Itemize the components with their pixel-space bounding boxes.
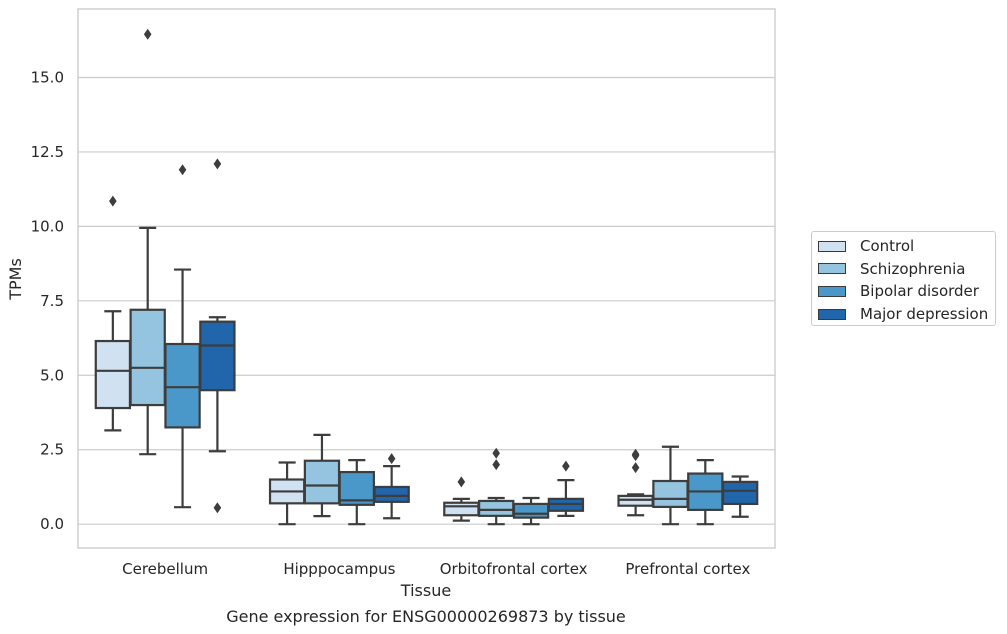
- y-tick-label: 7.5: [40, 292, 64, 310]
- legend-item: Bipolar disorder: [818, 280, 995, 303]
- y-tick-label: 5.0: [40, 366, 64, 384]
- box-iqr: [373, 485, 410, 503]
- outlier-point: [387, 453, 396, 465]
- y-tick-label: 12.5: [31, 143, 64, 161]
- y-tick-label: 10.0: [31, 217, 64, 235]
- box-bipolar-disorder: [338, 459, 375, 526]
- outlier-point: [492, 447, 500, 459]
- box-iqr: [652, 479, 689, 509]
- y-tick-label: 0.0: [40, 515, 64, 533]
- plot-frame: [77, 8, 776, 549]
- box-control: [617, 448, 654, 517]
- box-iqr: [512, 502, 550, 519]
- box-iqr: [94, 339, 132, 410]
- x-tick-label: Orbitofrontal cortex: [440, 560, 588, 578]
- box-series: [94, 28, 759, 526]
- outlier-point: [213, 158, 222, 170]
- legend-swatch: [818, 263, 846, 275]
- outlier-point: [631, 462, 640, 474]
- box-iqr: [164, 342, 201, 429]
- box-major-depression: [373, 453, 410, 520]
- box-major-depression: [547, 460, 585, 517]
- outlier-point: [631, 448, 640, 460]
- y-axis-label: TPMs: [6, 258, 25, 301]
- outlier-point: [109, 195, 117, 207]
- box-iqr: [478, 499, 515, 517]
- box-iqr: [443, 501, 480, 517]
- x-axis-label: Tissue: [400, 581, 451, 600]
- box-schizophrenia: [303, 433, 341, 518]
- legend-label: Control: [860, 237, 915, 256]
- legend-item: Schizophrenia: [818, 258, 995, 281]
- box-iqr: [721, 480, 759, 506]
- outlier-point: [143, 28, 152, 40]
- legend-swatch: [818, 308, 846, 320]
- x-tick-label: Cerebellum: [122, 560, 208, 578]
- y-tick-label: 2.5: [40, 441, 64, 459]
- y-tick-labels: 0.0 2.5 5.0 7.5 10.0 12.5 15.0: [31, 68, 64, 533]
- legend-swatch: [818, 285, 846, 297]
- box-iqr: [199, 320, 236, 392]
- outlier-point: [178, 164, 187, 176]
- box-control: [94, 195, 132, 432]
- box-iqr: [303, 459, 341, 505]
- box-schizophrenia: [652, 445, 689, 526]
- legend-label: Schizophrenia: [860, 259, 966, 278]
- box-bipolar-disorder: [687, 459, 724, 526]
- box-major-depression: [199, 158, 236, 514]
- outlier-point: [213, 502, 222, 514]
- box-iqr: [129, 308, 166, 407]
- legend-item: Control: [818, 235, 995, 258]
- outlier-point: [457, 476, 466, 488]
- x-tick-label: Prefrontal cortex: [625, 560, 750, 578]
- x-tick-labels: Cerebellum Hipppocampus Orbitofrontal cort…: [122, 560, 750, 578]
- legend-label: Bipolar disorder: [860, 282, 979, 301]
- legend-swatch: [818, 240, 846, 252]
- box-schizophrenia: [129, 28, 166, 456]
- outlier-point: [492, 459, 500, 471]
- box-bipolar-disorder: [512, 496, 550, 526]
- box-schizophrenia: [478, 447, 515, 526]
- y-tick-label: 15.0: [31, 68, 64, 86]
- outlier-point: [562, 460, 570, 472]
- legend-label: Major depression: [860, 305, 989, 324]
- box-control: [268, 461, 306, 526]
- box-bipolar-disorder: [164, 164, 201, 509]
- box-major-depression: [721, 475, 759, 518]
- x-tick-label: Hipppocampus: [283, 560, 395, 578]
- legend: Control Schizophrenia Bipolar disorder Majo…: [811, 231, 996, 326]
- legend-item: Major depression: [818, 303, 995, 326]
- chart-title: Gene expression for ENSG00000269873 by t…: [226, 607, 626, 626]
- box-control: [443, 476, 480, 522]
